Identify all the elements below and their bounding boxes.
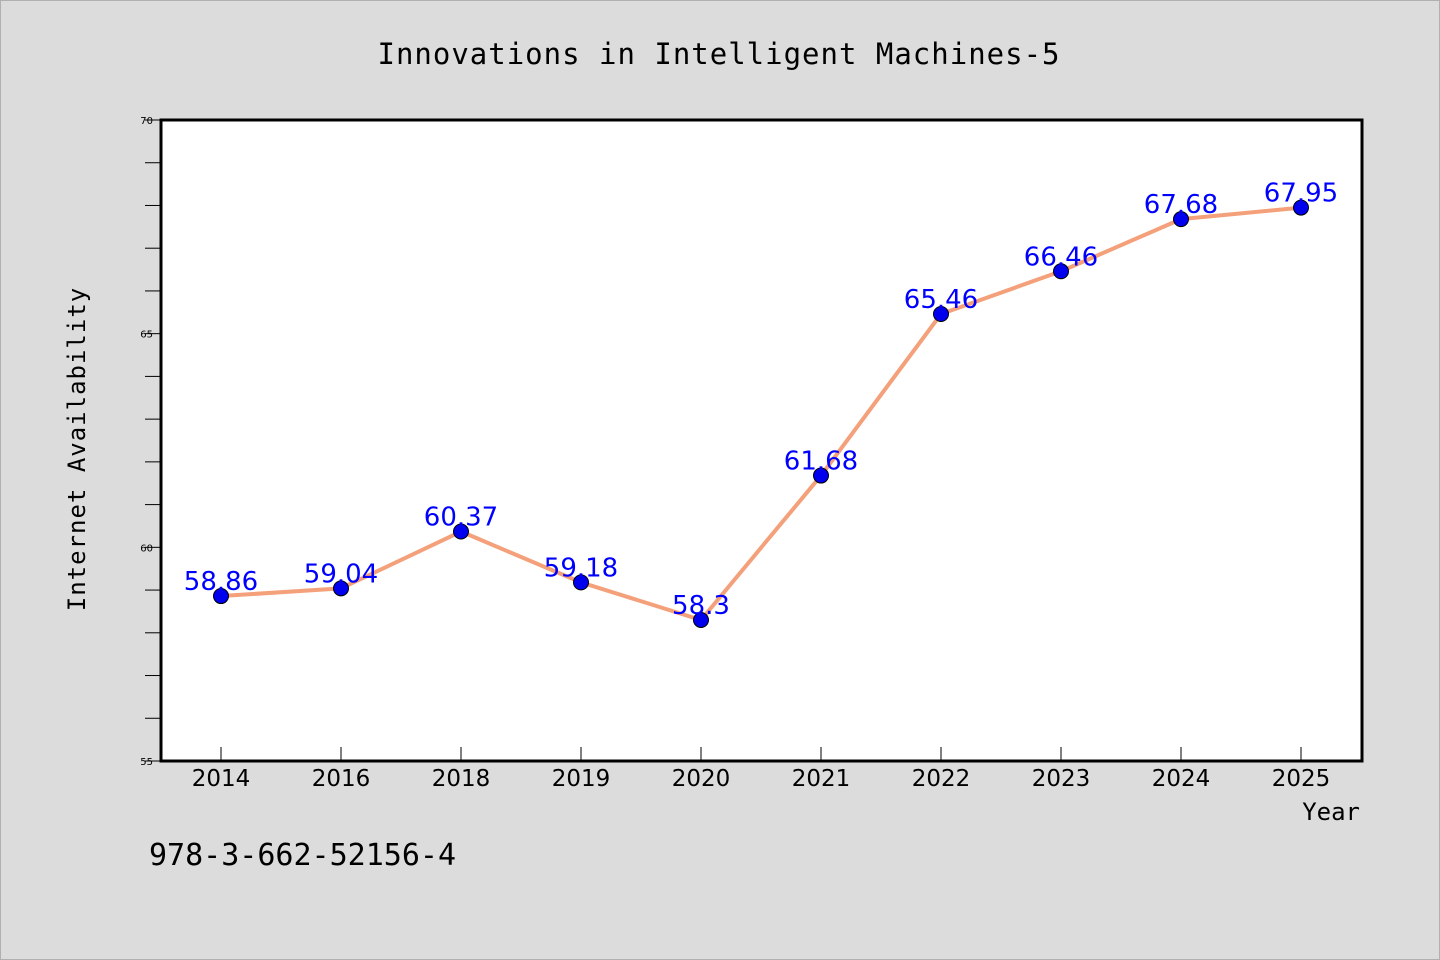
- data-point: [453, 523, 469, 540]
- data-label: 67.68: [1144, 190, 1218, 220]
- data-label: 67.95: [1264, 179, 1338, 209]
- x-tick-label: 2022: [912, 766, 971, 792]
- data-point: [1293, 199, 1309, 216]
- x-axis-label: Year: [1302, 798, 1360, 826]
- y-axis-label: Internet Availability: [63, 287, 91, 611]
- y-tick-label: 70: [140, 116, 153, 127]
- data-point: [333, 580, 349, 597]
- series-line: [219, 205, 1303, 622]
- data-point: [933, 306, 949, 323]
- x-tick-label: 2024: [1152, 766, 1211, 792]
- data-label: 58.86: [184, 567, 258, 597]
- data-point: [573, 574, 589, 591]
- x-tick-label: 2021: [792, 766, 851, 792]
- data-label: 65.46: [904, 285, 978, 315]
- x-tick-label: 2023: [1032, 766, 1091, 792]
- x-tick-label: 2016: [312, 766, 371, 792]
- series-0: 58.86 59.04 60.37 59.18 58.3 61.68 65.46 66.46 6…: [184, 179, 1338, 628]
- chart-title: Innovations in Intelligent Machines-5: [377, 37, 1060, 71]
- data-point: [1053, 263, 1069, 280]
- y-tick-label: 55: [140, 757, 153, 768]
- x-tick-label: 2025: [1272, 766, 1331, 792]
- data-label: 59.18: [544, 553, 618, 583]
- data-label: 61.68: [784, 447, 858, 477]
- data-point: [213, 588, 229, 605]
- y-tick-label: 65: [140, 330, 153, 341]
- x-tick-label: 2018: [432, 766, 491, 792]
- x-axis: 2014 2016 2018 2019 2020 2021 2022 2023 2024 2025: [192, 747, 1331, 792]
- x-tick-label: 2020: [672, 766, 731, 792]
- data-point: [813, 467, 829, 484]
- data-point: [693, 611, 709, 628]
- isbn-text: 978-3-662-52156-4: [149, 838, 456, 873]
- data-label: 59.04: [304, 559, 378, 589]
- data-point: [1173, 211, 1189, 228]
- data-label: 58.3: [672, 591, 730, 621]
- y-tick-label: 60: [140, 543, 153, 554]
- y-axis: 55 60 65 70: [140, 116, 160, 768]
- data-label: 60.37: [424, 503, 498, 533]
- x-tick-label: 2014: [192, 766, 251, 792]
- data-label: 66.46: [1024, 242, 1098, 272]
- x-tick-label: 2019: [552, 766, 611, 792]
